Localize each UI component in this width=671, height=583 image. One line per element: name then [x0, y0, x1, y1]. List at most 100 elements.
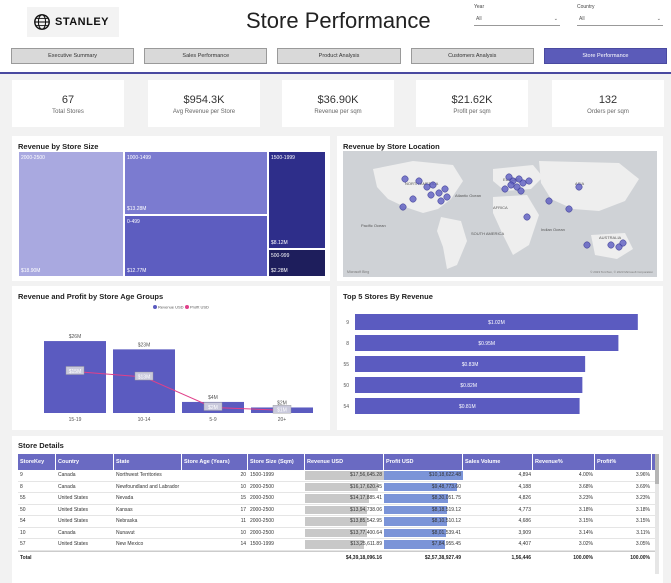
globe-icon	[34, 14, 50, 30]
year-slicer[interactable]: Year All ⌄	[474, 4, 560, 34]
column-header[interactable]: Store Size (Sqm)	[248, 454, 305, 470]
top5-bar[interactable]	[355, 335, 619, 351]
store-location-point[interactable]	[525, 177, 533, 185]
store-location-point[interactable]	[545, 197, 553, 205]
top5-bar[interactable]	[355, 356, 586, 372]
column-header[interactable]: Store Age (Years)	[182, 454, 248, 470]
y-tick-label: 50	[343, 383, 349, 389]
nav-customers-analysis[interactable]: Customers Analysis	[410, 48, 534, 64]
profit-data-label: $2M	[208, 405, 218, 411]
table-cell: 10	[240, 483, 246, 490]
cell-value: $8,18,519.12	[431, 506, 461, 513]
store-location-point[interactable]	[401, 175, 409, 183]
store-location-point[interactable]	[501, 185, 509, 193]
store-location-point[interactable]	[437, 197, 445, 205]
country-dropdown[interactable]: All ⌄	[577, 12, 663, 26]
profit-databar	[384, 482, 458, 491]
cell-value: $14,17,885.41	[350, 495, 382, 501]
brand-logo: STANLEY	[27, 7, 119, 37]
table-cell: 4,826	[518, 495, 531, 501]
store-location-point[interactable]	[399, 203, 407, 211]
cell-value: $8,30,051.75	[431, 495, 461, 501]
store-location-point[interactable]	[415, 177, 423, 185]
top5-data-label: $1.02M	[488, 320, 505, 326]
nav-store-performance[interactable]: Store Performance	[543, 48, 668, 64]
top5-chart[interactable]: 9 $1.02M 8 $0.95M 55 $0.83M 50 $0.82M 54 $0.81M	[337, 300, 663, 430]
revenue-data-label: $2M	[277, 400, 287, 406]
x-tick-label: 5-9	[209, 417, 216, 423]
store-location-point[interactable]	[575, 183, 583, 191]
treemap-cell-0-499[interactable]: 0-499 $12.77M	[124, 215, 268, 277]
store-location-point[interactable]	[443, 193, 451, 201]
world-map[interactable]: NORTH AMERICAEUROPEASIAPacific OceanAtla…	[343, 151, 657, 277]
table-cell: $7,84,955.45	[384, 539, 463, 550]
store-location-point[interactable]	[519, 179, 527, 187]
table-row[interactable]: 57 United States New Mexico 14 1500-1999 $13,…	[18, 539, 658, 551]
top5-bar[interactable]	[355, 398, 580, 414]
table-row[interactable]: 10 Canada Nunavut 10 2000-2500 $13,77,400.64 $…	[18, 527, 658, 539]
top5-data-label: $0.83M	[462, 362, 479, 368]
table-scrollbar[interactable]	[655, 454, 659, 574]
scrollbar-thumb[interactable]	[655, 454, 659, 484]
column-header[interactable]: Revenue%	[533, 454, 595, 470]
table-cell: 17	[240, 506, 246, 513]
store-location-point[interactable]	[565, 205, 573, 213]
country-dropdown-value: All	[579, 15, 585, 22]
store-location-point[interactable]	[423, 183, 431, 191]
table-cell: 3.69%	[635, 483, 650, 490]
column-header[interactable]: Sales Volume	[463, 454, 533, 470]
nav-sales-performance[interactable]: Sales Performance	[144, 48, 268, 64]
table-row[interactable]: 8 Canada Newfoundland and Labrador 10 2000-2…	[18, 481, 658, 493]
column-header[interactable]: State	[114, 454, 182, 470]
map-label: NORTH AMERICA	[405, 181, 439, 186]
store-location-point[interactable]	[523, 213, 531, 221]
column-header[interactable]: Country	[56, 454, 114, 470]
store-location-point[interactable]	[607, 241, 615, 249]
table-cell: 8	[20, 483, 23, 490]
treemap-cell-1500-1999[interactable]: 1500-1999 $8.12M	[268, 151, 326, 249]
table-row[interactable]: 55 United States Nevada 15 2000-2500 $14,17,8…	[18, 493, 658, 505]
column-header[interactable]: Profit USD	[384, 454, 463, 470]
treemap-cell-500-999[interactable]: 500-999 $2.28M	[268, 249, 326, 277]
revenue-by-location-card: Revenue by Store Location NORTH AMERICAE…	[337, 136, 663, 281]
column-header[interactable]: Revenue USD	[305, 454, 384, 470]
top5-bar[interactable]	[355, 314, 638, 330]
treemap-title: Revenue by Store Size	[18, 142, 99, 151]
store-location-point[interactable]	[409, 195, 417, 203]
table-row[interactable]: 50 United States Kansas 17 2000-2500 $13,94,7…	[18, 504, 658, 516]
store-location-point[interactable]	[441, 185, 449, 193]
cell-value: $13,85,542.95	[350, 518, 382, 524]
store-location-point[interactable]	[429, 181, 437, 189]
year-slicer-label: Year	[474, 4, 485, 10]
kpi-value: $21.62K	[451, 94, 493, 106]
logo-text: STANLEY	[55, 16, 110, 28]
treemap-cell-2000-2500[interactable]: 2000-2500 $18.90M	[18, 151, 124, 277]
revenue-bar[interactable]	[44, 341, 106, 413]
nav-executive-summary[interactable]: Executive Summary	[11, 48, 135, 64]
page-navigation: Executive Summary Sales Performance Prod…	[11, 48, 668, 64]
age-chart[interactable]: Revenue USD Profit USD $26M 15-19 $23M 10-14 $…	[12, 300, 330, 430]
y-tick-label: 8	[346, 341, 349, 347]
kpi-orders-per-sqm: 132 Orders per sqm	[552, 80, 664, 127]
store-location-point[interactable]	[427, 191, 435, 199]
table-row[interactable]: 54 United States Nebraska 11 2000-2500 $13,85…	[18, 516, 658, 528]
table-cell: 3.05%	[635, 541, 650, 547]
top5-bar[interactable]	[355, 377, 583, 393]
treemap-cell-1000-1499[interactable]: 1000-1499 $13.28M	[124, 151, 268, 215]
column-header[interactable]: StoreKey	[18, 454, 56, 470]
profit-line[interactable]	[74, 371, 283, 411]
store-location-point[interactable]	[583, 241, 591, 249]
revenue-bar[interactable]	[113, 349, 175, 413]
store-location-point[interactable]	[507, 181, 515, 189]
nav-product-analysis[interactable]: Product Analysis	[277, 48, 401, 64]
store-location-point[interactable]	[517, 187, 525, 195]
map-label: AUSTRALIA	[599, 235, 622, 240]
year-dropdown[interactable]: All ⌄	[474, 12, 560, 26]
store-location-point[interactable]	[619, 239, 627, 247]
table-row[interactable]: 9 Canada Northwest Territories 20 1500-1999 $…	[18, 470, 658, 482]
store-location-point[interactable]	[435, 189, 443, 197]
table-cell: 4,188	[518, 483, 531, 490]
column-header[interactable]: Profit%	[595, 454, 652, 470]
country-slicer[interactable]: Country All ⌄	[577, 4, 663, 34]
legend-marker	[153, 305, 157, 309]
